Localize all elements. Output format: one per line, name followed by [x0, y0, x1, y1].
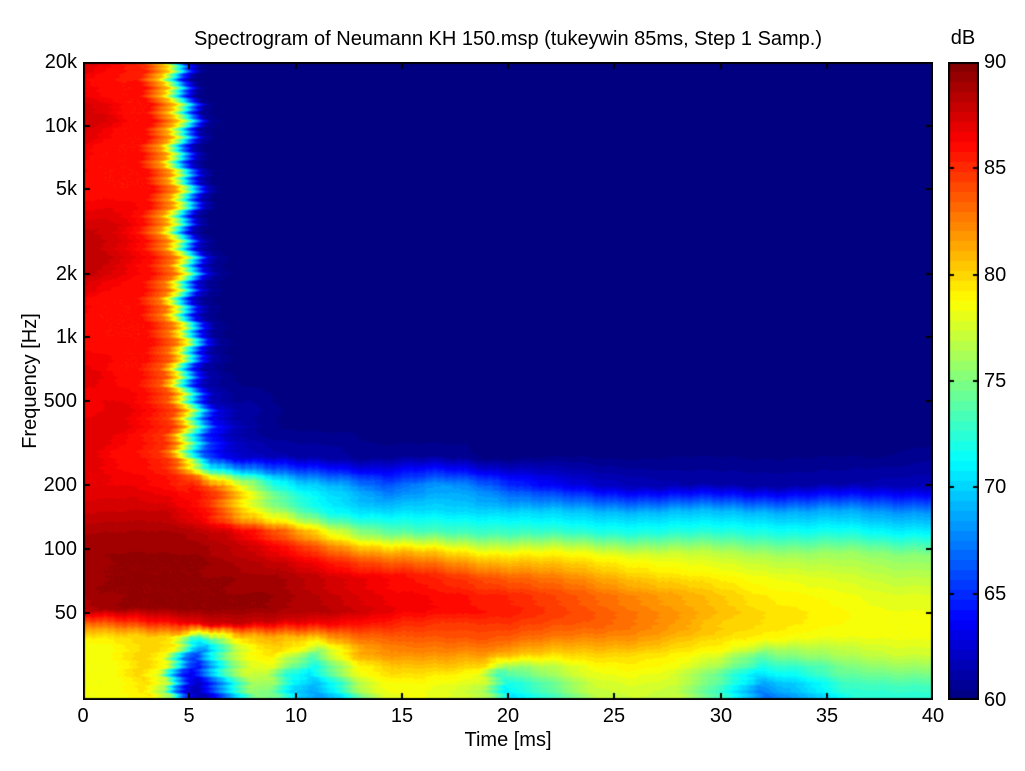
- y-tick-label-10k: 10k: [44, 115, 77, 137]
- x-tick-label-0: 0: [77, 705, 89, 727]
- y-tick-label-50: 50: [54, 602, 77, 624]
- y-tick-label-2k: 2k: [55, 263, 77, 285]
- x-tick-label-15: 15: [390, 705, 414, 727]
- spectrogram-heatmap-canvas: [83, 62, 933, 700]
- colorbar-tick-label-90: 90: [984, 51, 1007, 73]
- x-axis-label: Time [ms]: [464, 729, 552, 751]
- y-tick-label-5k: 5k: [55, 178, 77, 200]
- x-tick-label-20: 20: [496, 705, 520, 727]
- colorbar-tick-label-70: 70: [984, 476, 1007, 498]
- colorbar-canvas: [948, 62, 979, 700]
- colorbar-tick-label-75: 75: [984, 370, 1007, 392]
- x-tick-label-10: 10: [284, 705, 308, 727]
- y-tick-label-500: 500: [43, 390, 77, 412]
- y-tick-label-20k: 20k: [44, 51, 77, 73]
- colorbar-tick-label-60: 60: [984, 689, 1007, 711]
- colorbar-tick-label-80: 80: [984, 264, 1007, 286]
- y-tick-label-1k: 1k: [55, 326, 77, 348]
- colorbar-tick-label-65: 65: [984, 583, 1007, 605]
- y-tick-label-100: 100: [43, 538, 77, 560]
- x-tick-label-40: 40: [921, 705, 945, 727]
- colorbar-tick-label-85: 85: [984, 157, 1007, 179]
- x-tick-label-35: 35: [815, 705, 839, 727]
- chart-title: Spectrogram of Neumann KH 150.msp (tukey…: [193, 28, 823, 50]
- colorbar-unit-label: dB: [950, 27, 976, 49]
- x-tick-label-30: 30: [709, 705, 733, 727]
- x-tick-label-25: 25: [602, 705, 626, 727]
- y-tick-label-200: 200: [43, 474, 77, 496]
- x-tick-label-5: 5: [183, 705, 195, 727]
